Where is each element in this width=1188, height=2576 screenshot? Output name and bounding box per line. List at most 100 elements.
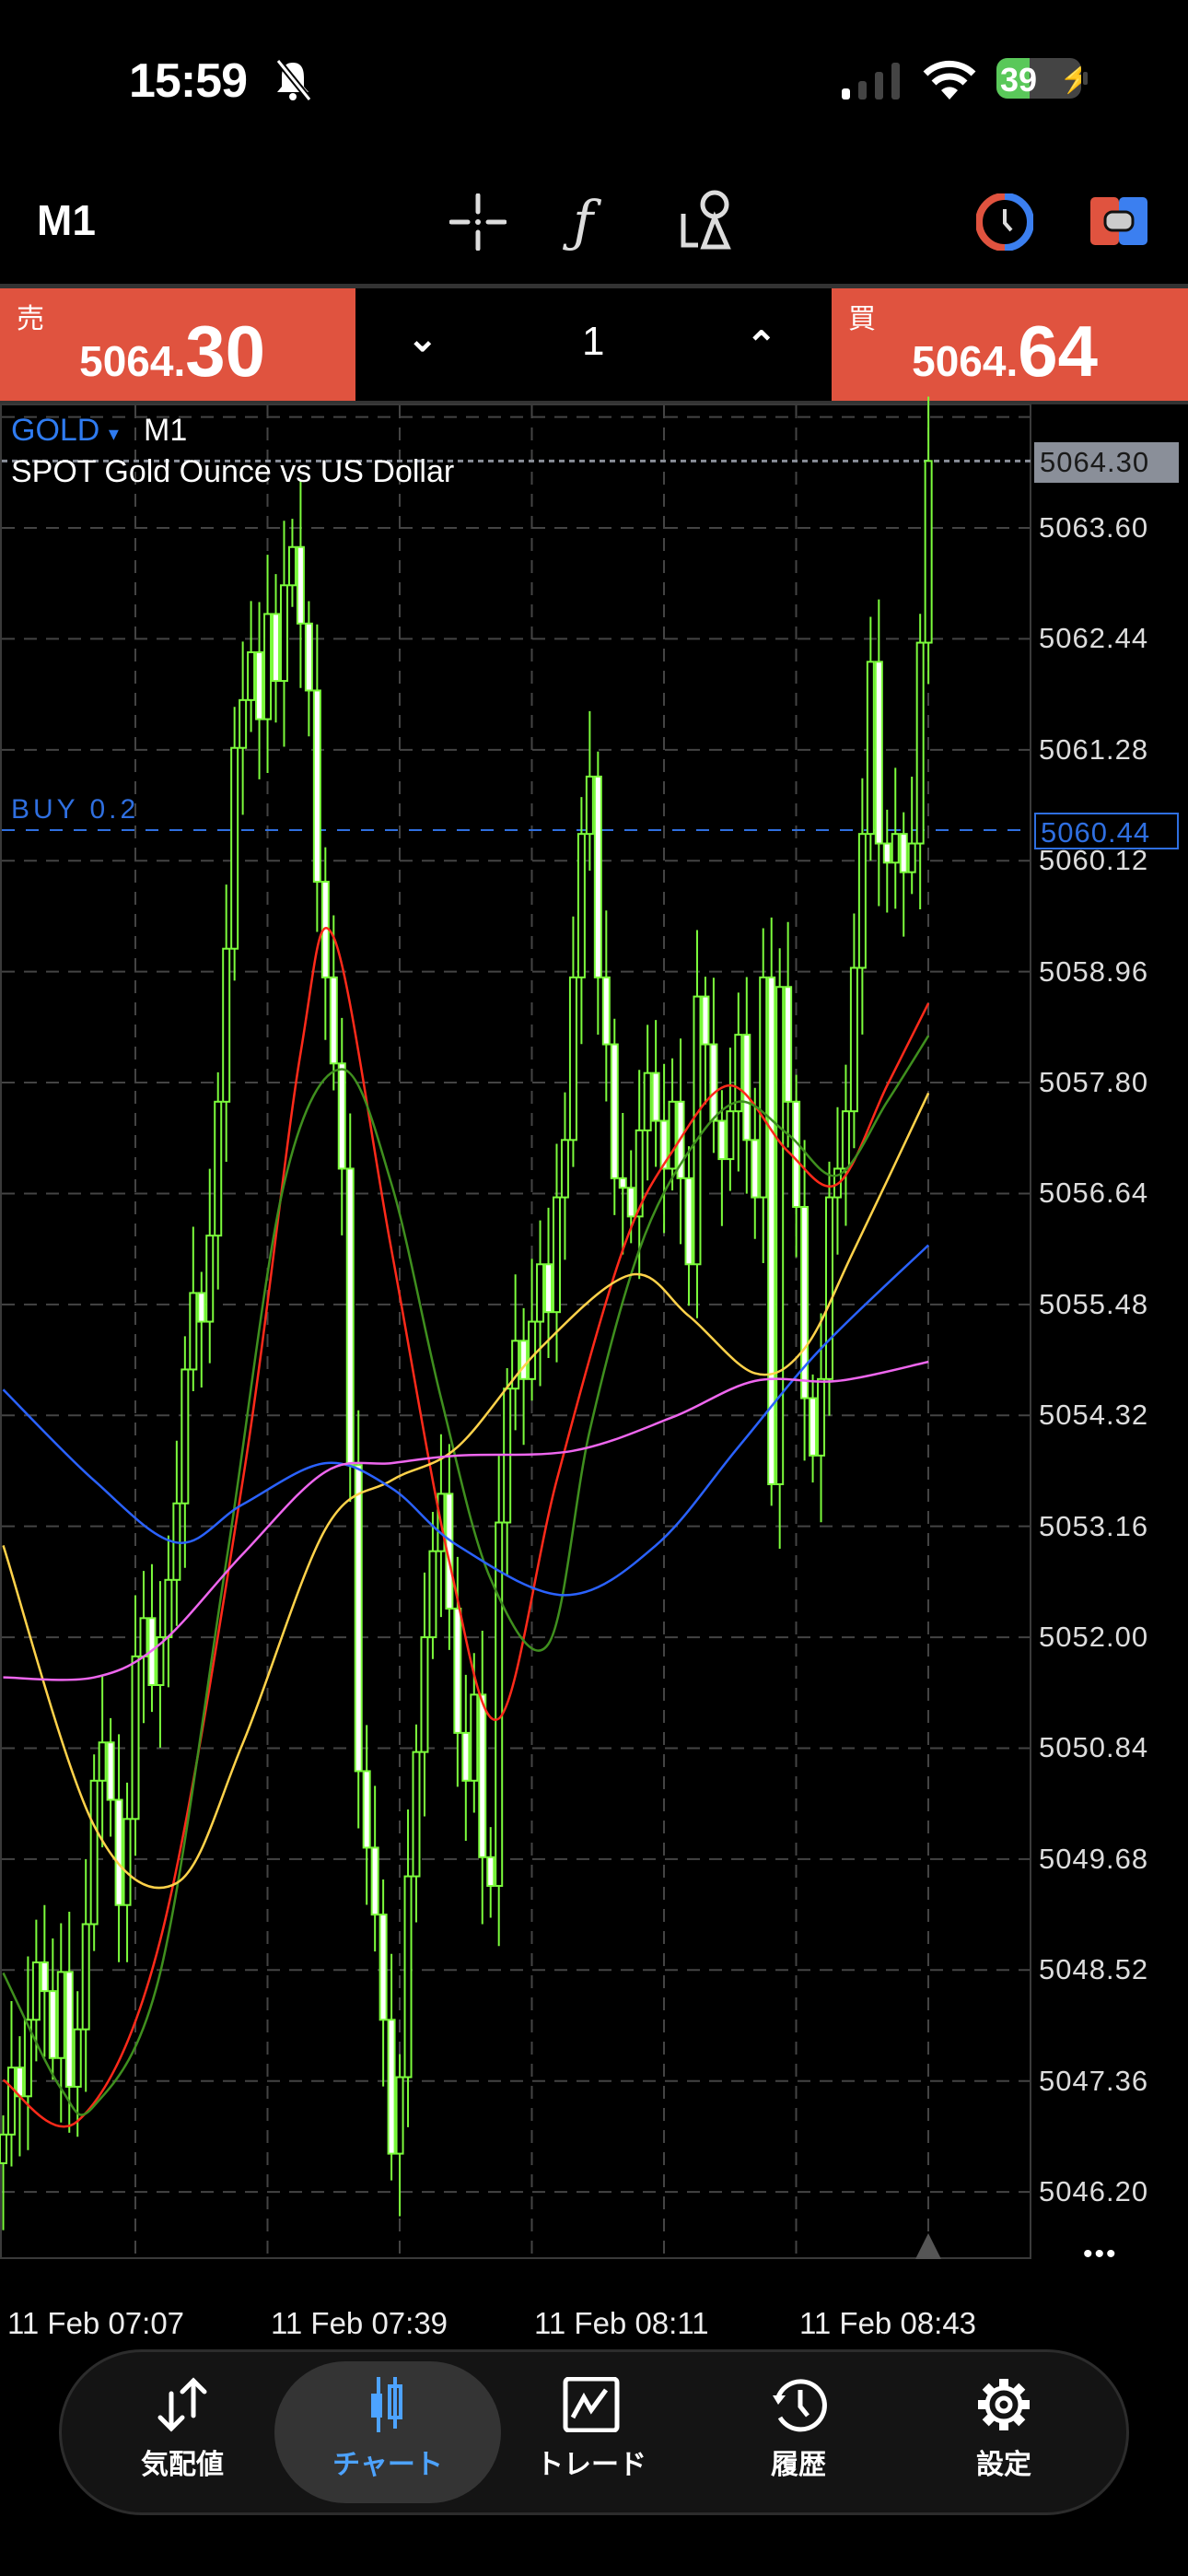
candle-bearish: [362, 1770, 371, 1849]
price-axis-label: 5050.84: [1039, 1731, 1149, 1764]
price-axis-label: 5058.96: [1039, 954, 1149, 988]
battery-level: 39: [1000, 61, 1038, 99]
status-time: 15:59: [129, 54, 248, 108]
price-axis-label: 5047.36: [1039, 2064, 1149, 2097]
lot-volume[interactable]: 1: [582, 319, 605, 364]
candle-bullish: [73, 2028, 82, 2088]
candle-bullish: [891, 833, 900, 864]
one-click-trading-icon[interactable]: [976, 193, 1033, 251]
candle-bullish: [924, 460, 933, 644]
crosshair-icon[interactable]: [449, 193, 507, 251]
candle-bullish: [395, 2076, 404, 2155]
candle-bullish: [511, 1340, 520, 1390]
candle-bearish: [751, 1139, 760, 1199]
bell-slash-icon: [275, 58, 312, 101]
candle-bullish: [907, 842, 916, 873]
candle-bullish: [222, 947, 231, 1103]
nav-history[interactable]: 履歴: [706, 2377, 891, 2506]
symbol-selector[interactable]: GOLD ▾: [11, 413, 119, 448]
chevron-up-icon[interactable]: ⌃: [746, 325, 777, 366]
candle-bullish: [420, 1636, 429, 1753]
candle-bullish: [131, 1655, 140, 1821]
nav-trade[interactable]: トレード: [499, 2377, 683, 2506]
candle-bullish: [470, 1693, 479, 1782]
price-axis-label: 5046.20: [1039, 2175, 1149, 2208]
candle-bullish: [759, 976, 768, 1199]
position-label[interactable]: BUY 0.2: [11, 794, 140, 825]
candle-bearish: [354, 1464, 363, 1773]
candle-bullish: [585, 775, 594, 836]
more-options-icon[interactable]: •••: [1083, 2239, 1118, 2269]
candle-bearish: [329, 976, 338, 1065]
time-label: 11 Feb 07:07: [7, 2306, 185, 2340]
nav-label: 履歴: [771, 2450, 826, 2480]
price-axis-label: 5049.68: [1039, 1842, 1149, 1875]
candle-bearish: [659, 1119, 669, 1170]
candle-bearish: [255, 650, 264, 720]
candle-bearish: [709, 1043, 718, 1122]
price-axis-label: 5057.80: [1039, 1066, 1149, 1099]
candle-bearish: [809, 1397, 818, 1457]
candle-bullish: [635, 1129, 644, 1218]
nav-chart[interactable]: チャート: [296, 2377, 480, 2506]
candle-bullish: [412, 1751, 421, 1878]
candle-bullish: [568, 976, 577, 1142]
moving-average-line: [2, 1092, 930, 1890]
objects-icon[interactable]: [680, 188, 739, 251]
indicators-f-icon[interactable]: ƒ: [573, 190, 594, 254]
candle-bearish: [15, 2067, 24, 2098]
nav-label: チャート: [332, 2450, 443, 2480]
candle-bullish: [775, 986, 785, 1485]
sell-button[interactable]: 売 5064.30: [0, 288, 355, 401]
candle-bearish: [345, 1167, 355, 1467]
time-label: 11 Feb 08:43: [799, 2306, 977, 2340]
price-axis-label: 5052.00: [1039, 1621, 1149, 1654]
chart-shift-marker-icon[interactable]: [914, 2233, 943, 2259]
candle-bearish: [106, 1741, 115, 1801]
price-axis-label: 5063.60: [1039, 511, 1149, 544]
time-label: 11 Feb 07:39: [271, 2306, 448, 2340]
candle-bullish: [156, 1636, 165, 1686]
candle-bullish: [693, 995, 702, 1266]
nav-settings[interactable]: 設定: [912, 2377, 1096, 2506]
price-axis-label: 5060.12: [1039, 844, 1149, 877]
chevron-down-icon[interactable]: ⌄: [407, 319, 438, 359]
trade-panel-icon[interactable]: [1090, 197, 1147, 245]
history-clock-icon: [773, 2379, 827, 2432]
candle-bearish: [618, 1177, 627, 1189]
candle-bullish: [0, 2133, 7, 2164]
time-label: 11 Feb 08:11: [534, 2306, 709, 2340]
candle-bearish: [48, 1990, 57, 2059]
candle-bullish: [866, 661, 875, 836]
candle-bearish: [478, 1693, 487, 1858]
settings-gear-icon: [978, 2379, 1030, 2430]
candle-bullish: [560, 1139, 569, 1199]
moving-average-line: [2, 1035, 930, 2116]
candle-bullish: [495, 1521, 504, 1887]
candle-bearish: [519, 1340, 529, 1380]
candle-bearish: [651, 1071, 660, 1122]
candle-bullish: [536, 1263, 545, 1323]
candle-bearish: [453, 1607, 462, 1734]
cellular-signal-icon: [842, 63, 900, 100]
nav-quotes[interactable]: 気配値: [90, 2377, 274, 2506]
position-price-tag: 5060.44: [1034, 813, 1179, 849]
candle-bearish: [64, 1971, 74, 2088]
battery-charging-icon: 39 ⚡: [996, 58, 1081, 99]
price-axis-label: 5055.48: [1039, 1287, 1149, 1320]
candle-bearish: [312, 689, 321, 884]
price-axis-label: 5048.52: [1039, 1953, 1149, 1986]
moving-average-line: [2, 1244, 930, 1597]
chart-area[interactable]: [0, 404, 1031, 2259]
candle-bullish: [841, 1110, 850, 1170]
nav-label: トレード: [536, 2450, 646, 2480]
timeframe-button[interactable]: M1: [37, 196, 96, 244]
candle-bearish: [593, 775, 602, 978]
candle-bearish: [337, 1062, 346, 1170]
candle-bearish: [486, 1856, 495, 1887]
price-chart[interactable]: [0, 0, 1188, 2276]
candle-bearish: [40, 1961, 49, 1993]
sell-label: 売: [17, 304, 44, 334]
buy-button[interactable]: 買 5064.64: [832, 288, 1188, 401]
candle-bullish: [849, 966, 858, 1113]
